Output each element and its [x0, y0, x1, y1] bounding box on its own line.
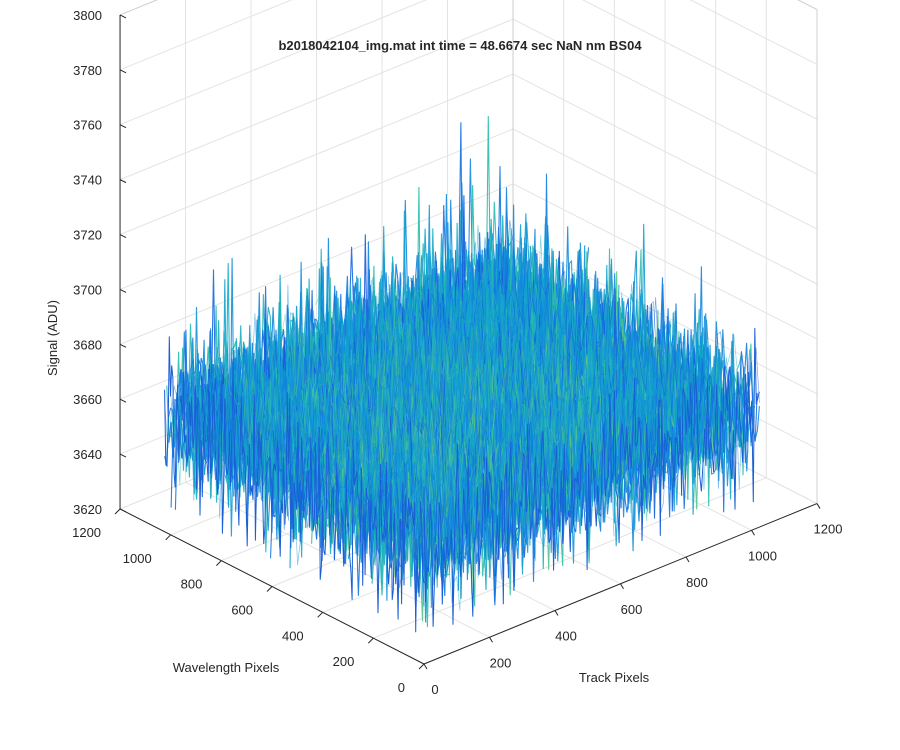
back-wall-gridline-z	[119, 183, 514, 345]
z-tick-label: 3760	[73, 118, 102, 133]
x-tick	[751, 530, 755, 536]
surface-mesh-line	[499, 220, 760, 442]
side-wall-gridline-z	[581, 0, 818, 120]
z-tick	[119, 234, 127, 238]
x-axis-label: Track Pixels	[579, 670, 650, 685]
surface-mesh-line	[337, 289, 598, 527]
y-tick-label: 800	[181, 577, 203, 592]
z-tick-label: 3780	[73, 63, 102, 78]
x-tick	[489, 637, 493, 643]
y-tick-label: 400	[282, 628, 304, 643]
y-tick	[165, 534, 172, 541]
z-tick-label: 3660	[73, 392, 102, 407]
y-axis-label: Wavelength Pixels	[173, 660, 280, 675]
z-tick	[119, 288, 127, 293]
surface-mesh-line	[259, 343, 520, 533]
z-tick	[119, 14, 127, 19]
surface-front-edge	[423, 327, 760, 627]
x-tick	[423, 663, 428, 670]
side-wall-gridline-z	[512, 238, 818, 395]
y-tick-label: 0	[398, 680, 405, 695]
z-tick	[119, 508, 127, 513]
y-tick	[266, 586, 273, 592]
side-wall-gridline-z	[512, 183, 818, 340]
z-tick	[119, 398, 127, 403]
z-tick	[119, 179, 127, 184]
x-tick-label: 1000	[748, 548, 777, 563]
z-tick	[119, 343, 127, 348]
tick-label-layer: 0 200 400 600 800 1000 1200 0 200 400 600 800 1000 12…	[72, 8, 842, 697]
surface-mesh-line	[276, 338, 537, 562]
z-tick-label: 3800	[73, 8, 102, 23]
surface-mesh-line	[494, 245, 755, 438]
y-tick	[216, 560, 222, 566]
axes-layer	[114, 14, 821, 670]
surface-layer	[164, 115, 760, 633]
surface-mesh-line	[438, 241, 699, 471]
chart-title: b2018042104_img.mat int time = 48.6674 s…	[278, 38, 642, 53]
surface-mesh-line	[220, 353, 481, 574]
x-tick-label: 1200	[814, 522, 843, 537]
y-tick	[367, 637, 374, 644]
y-tick	[418, 663, 425, 670]
z-tick	[119, 453, 127, 458]
side-wall-gridline-z	[689, 0, 818, 65]
x-tick-label: 600	[621, 602, 643, 617]
back-wall-gridline-z	[119, 18, 514, 181]
surface-mesh-line	[248, 313, 509, 580]
floor-gridline-y	[373, 477, 767, 639]
z-tick	[119, 124, 127, 129]
side-wall-gridline-z	[512, 18, 818, 175]
surface-mesh-line	[365, 300, 626, 498]
z-axis-label: Signal (ADU)	[45, 300, 60, 376]
x-tick	[816, 503, 821, 509]
back-wall-gridline-z	[119, 128, 514, 290]
z-tick-label: 3680	[73, 337, 102, 352]
back-wall-gridline-z	[119, 0, 293, 71]
z-tick-label: 3620	[73, 502, 102, 517]
y-tick-label: 200	[333, 654, 355, 669]
x-tick-label: 200	[490, 655, 512, 670]
side-wall-gridline-z	[512, 128, 818, 285]
y-tick	[114, 508, 121, 515]
x-tick-label: 400	[555, 629, 577, 644]
z-tick-label: 3720	[73, 228, 102, 243]
x-tick-label: 800	[686, 575, 708, 590]
y-tick-label: 600	[231, 602, 253, 617]
y-tick-label: 1200	[72, 525, 101, 540]
x-tick	[554, 610, 559, 616]
y-tick-label: 1000	[123, 551, 152, 566]
back-wall-gridline-z	[119, 73, 514, 235]
surface-mesh-line	[264, 284, 525, 547]
z-tick-label: 3640	[73, 447, 102, 462]
x-tick-label: 0	[431, 682, 438, 697]
z-tick-label: 3700	[73, 282, 102, 297]
x-tick	[620, 583, 624, 590]
y-tick	[317, 611, 324, 618]
z-tick	[119, 69, 127, 74]
side-wall-gridline-z	[512, 73, 818, 230]
surface-front-edge	[164, 336, 425, 633]
z-tick-label: 3740	[73, 173, 102, 188]
x-tick	[685, 556, 690, 563]
back-wall-gridline-z	[119, 0, 427, 126]
